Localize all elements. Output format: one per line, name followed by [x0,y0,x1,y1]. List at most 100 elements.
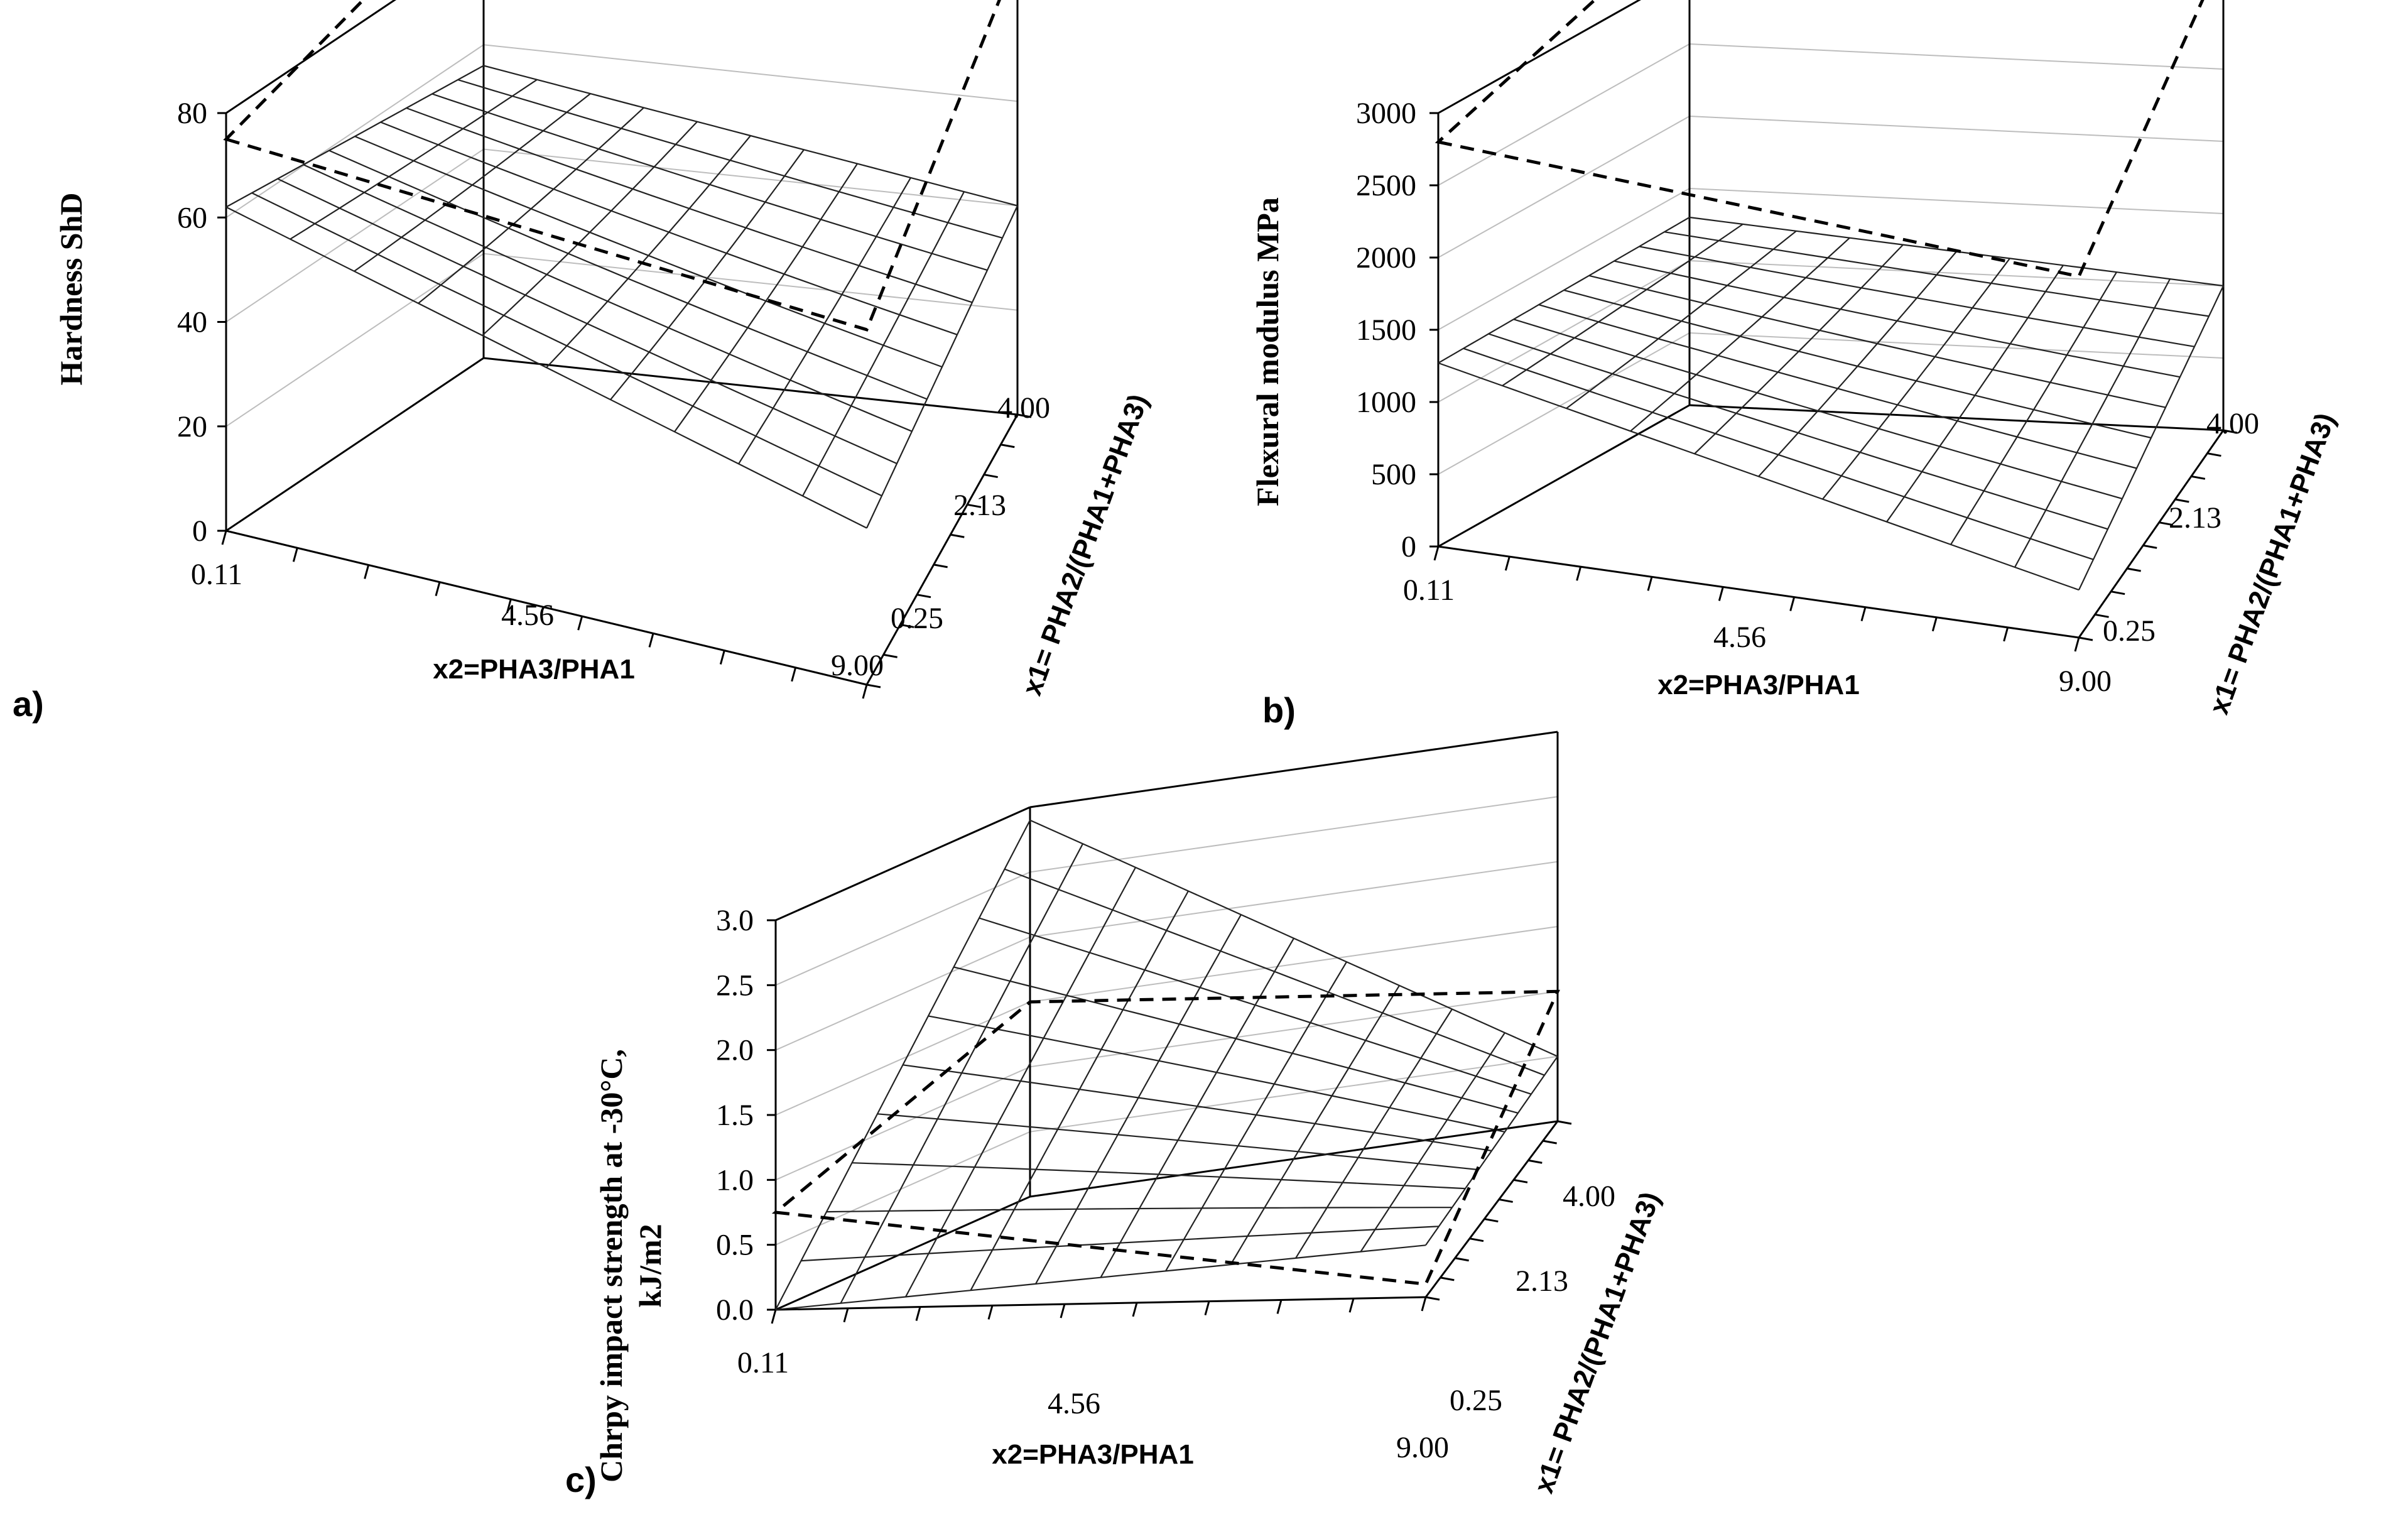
surface-mesh-line [1588,275,2166,408]
y-tick-mark [967,503,982,508]
z-tick-label: 1.5 [716,1099,754,1132]
y-tick-label: 0.25 [891,602,943,635]
axis-frame-edge [225,530,867,686]
y-tick-mark [866,683,881,688]
x-tick-label: 0.11 [1403,574,1455,607]
surface-mesh-line [1295,1008,1453,1259]
z-tick-label: 3.0 [716,904,754,937]
x-tick-mark [2003,627,2009,642]
x-tick-mark [1421,1297,1427,1312]
dashed-limit-plane [1434,0,2205,278]
x-tick-mark [771,1309,777,1324]
y-tick-label: 4.00 [2206,407,2259,440]
x-tick-mark [1504,556,1510,571]
x-tick-mark [435,582,441,597]
z-tick-label: 60 [177,201,207,234]
z-axis-title-line: kJ/m2 [632,1224,668,1307]
axis-frame-edge [1438,404,1690,548]
y-axis-title: x1= PHA2/(PHA1+PHA3) [1528,1188,1666,1497]
x-tick-label: 9.00 [1396,1431,1449,1464]
x-tick-label: 4.56 [1048,1387,1100,1420]
x-tick-mark [862,684,868,699]
x-tick-mark [577,616,583,631]
z-tick-label: 0 [192,514,207,548]
z-gridline [775,731,1558,921]
z-axis-title: Flexural modulus MPa [1250,197,1285,506]
x-tick-mark [292,547,298,562]
z-tick-label: 80 [177,97,207,130]
y-tick-label: 2.13 [1516,1264,1568,1298]
x-tick-mark [1204,1301,1210,1316]
z-gridline [1438,187,2224,330]
dashed-limit-plane [771,989,1560,1286]
z-gridline [1438,43,2224,186]
axis-frame-edge [225,357,484,532]
y-tick-mark [916,594,931,599]
x-axis-title: x2=PHA3/PHA1 [1657,670,1860,700]
z-gridline [775,796,1558,986]
surface-mesh-line [1425,1056,1558,1246]
y-tick-mark [2223,429,2238,434]
axis-frame-edge [865,414,1019,685]
y-tick-mark [984,474,998,479]
surface-mesh-line [1664,231,2210,317]
x-tick-mark [2074,637,2080,652]
x-tick-mark [506,599,512,614]
y-tick-mark [1513,1178,1528,1183]
surface-mesh-line [1488,333,2108,530]
y-tick-label: 0.25 [1450,1384,1502,1417]
y-tick-mark [1528,1159,1543,1164]
surface-mesh-line [354,136,943,368]
y-tick-mark [2110,590,2125,595]
x-tick-mark [1718,587,1724,601]
surface-mesh-line [1613,260,2181,378]
y-tick-mark [1001,443,1015,449]
surface-mesh-line [1165,961,1347,1271]
z-tick-label: 0 [1401,530,1416,563]
x-tick-mark [648,633,654,648]
surface-mesh-line [457,79,1003,239]
surface-mesh-line [979,917,1532,1095]
surface-mesh-line [877,1113,1479,1171]
y-tick-mark [2191,475,2206,480]
x-tick-mark [1647,576,1653,591]
x-tick-label: 0.11 [191,558,242,591]
axis-frame-edge [775,806,1031,922]
surface-mesh-line [431,93,988,271]
surface-mesh-line [546,135,751,368]
x-tick-mark [1060,1303,1066,1319]
z-gridline [775,991,1558,1181]
z-gridline [225,0,396,114]
panel-label-b: b) [1262,690,1296,730]
y-tick-label: 2.13 [953,489,1006,522]
y-tick-mark [2175,498,2189,503]
x-tick-mark [719,650,725,665]
z-tick-label: 0.5 [716,1229,754,1262]
surface-mesh-line [1230,985,1400,1265]
x-tick-mark [915,1307,921,1321]
y-tick-mark [2095,613,2109,618]
y-tick-mark [883,653,898,658]
y-tick-mark [1557,1120,1572,1125]
axis-frame-edge [2078,430,2225,638]
surface-mesh-line [2078,285,2224,590]
dashed-limit-plane [223,0,1001,332]
axis-frame-edge [1424,1121,1559,1298]
surface-mesh-line [738,177,911,464]
z-gridline [1438,332,2224,475]
x-tick-label: 9.00 [831,649,884,682]
x-tick-mark [221,530,227,545]
surface-mesh-line [953,966,1519,1114]
z-tick-label: 3000 [1356,97,1416,130]
y-tick-mark [1469,1237,1484,1242]
z-tick-label: 1000 [1356,386,1416,419]
x-tick-mark [1931,617,1938,632]
z-gridline [225,357,1018,531]
y-tick-label: 4.00 [1563,1180,1615,1213]
surface-mesh-line [1035,914,1242,1285]
x-tick-label: 9.00 [2059,665,2112,698]
z-gridline [225,44,1018,219]
surface-mesh-line [903,1064,1492,1152]
surface-mesh-line [380,121,958,335]
